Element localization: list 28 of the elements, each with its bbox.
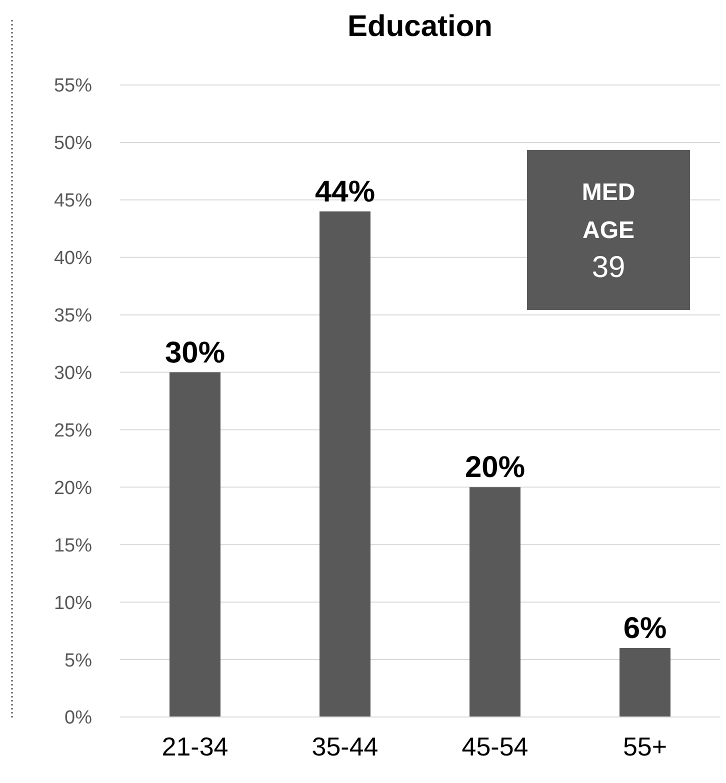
y-tick-label: 25% [54, 420, 92, 442]
median-age-box: MED AGE 39 [527, 150, 690, 310]
bar [170, 372, 220, 717]
bar [470, 487, 520, 717]
data-label: 6% [623, 612, 667, 646]
y-tick-label: 0% [64, 708, 92, 729]
y-tick-label: 15% [54, 535, 92, 556]
chart-title: Education [346, 10, 494, 44]
y-tick-label: 10% [54, 592, 92, 614]
annotation: 39 [592, 250, 626, 286]
y-tick-label: 30% [54, 363, 92, 384]
y-tick-label: 35% [54, 306, 92, 327]
y-tick-label: 50% [54, 133, 92, 154]
data-label: 30% [164, 336, 226, 370]
annotation: MED AGE [580, 178, 636, 246]
x-tick-label: 55+ [622, 731, 668, 762]
y-tick-label: 40% [54, 248, 92, 270]
y-tick-label: 55% [54, 76, 92, 97]
x-tick-label: 45-54 [462, 731, 528, 762]
y-tick-label: 5% [64, 650, 92, 672]
y-tick-label: 20% [54, 478, 92, 499]
data-label: 44% [314, 175, 376, 208]
x-tick-label: 21-34 [162, 731, 228, 762]
data-label: 20% [464, 451, 526, 484]
y-tick-label: 45% [54, 190, 92, 212]
bar [620, 648, 670, 717]
bar [320, 211, 370, 717]
x-tick-label: 35-44 [312, 731, 378, 762]
